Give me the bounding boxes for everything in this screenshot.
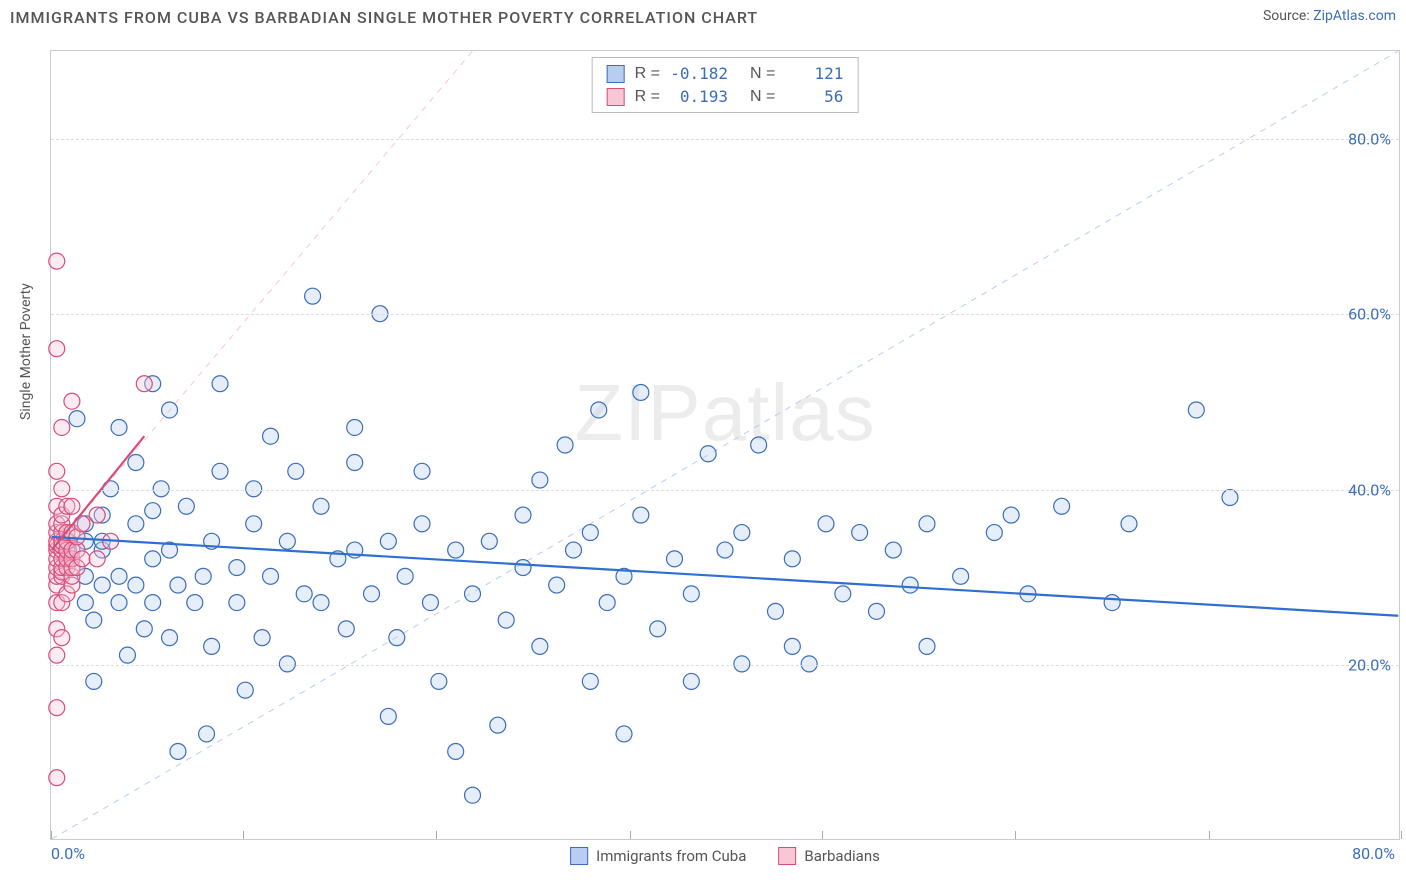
x-axis-origin-label: 0.0%	[51, 844, 85, 863]
chart-area: ZIPatlas R = -0.182 N = 121 R = 0.193 N …	[50, 50, 1400, 840]
y-tick-label: 20.0%	[1348, 656, 1391, 675]
stat-row-1: R = -0.182 N = 121	[607, 62, 844, 85]
x-axis-legend: Immigrants from Cuba Barbadians	[570, 847, 880, 865]
source-label: Source: ZipAtlas.com	[1263, 8, 1396, 24]
x-axis-max-label: 80.0%	[1352, 844, 1395, 863]
stat-row-2: R = 0.193 N = 56	[607, 85, 844, 108]
y-tick-label: 80.0%	[1348, 129, 1391, 148]
chart-title: IMMIGRANTS FROM CUBA VS BARBADIAN SINGLE…	[10, 8, 758, 27]
legend-swatch-pink-icon	[778, 847, 796, 865]
y-tick-label: 60.0%	[1348, 305, 1391, 324]
swatch-pink-icon	[607, 88, 625, 106]
legend-item-1: Immigrants from Cuba	[570, 847, 746, 865]
source-link[interactable]: ZipAtlas.com	[1313, 8, 1396, 24]
legend-swatch-blue-icon	[570, 847, 588, 865]
stats-legend-box: R = -0.182 N = 121 R = 0.193 N = 56	[592, 57, 859, 113]
y-axis-label: Single Mother Poverty	[18, 283, 34, 420]
swatch-blue-icon	[607, 65, 625, 83]
y-tick-label: 40.0%	[1348, 480, 1391, 499]
legend-item-2: Barbadians	[778, 847, 879, 865]
scatter-plot-svg	[51, 51, 1399, 839]
